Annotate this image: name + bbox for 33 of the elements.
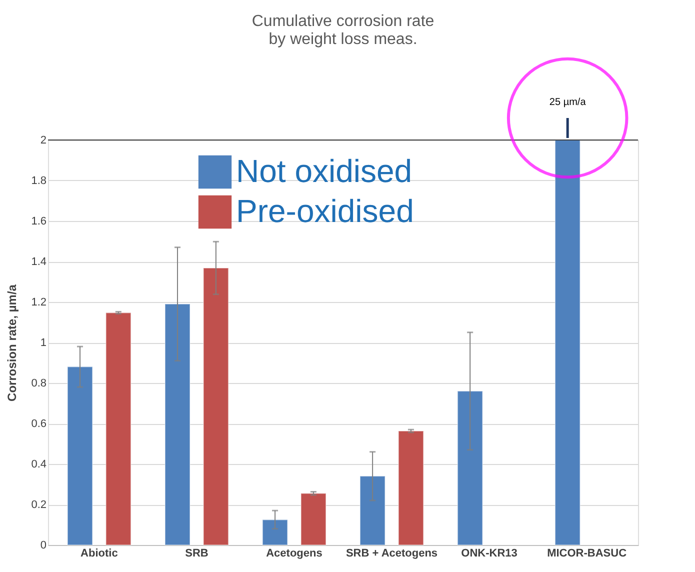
bar bbox=[457, 390, 484, 546]
bar bbox=[105, 312, 132, 546]
y-tick-label: 1.4 bbox=[31, 256, 46, 268]
x-tick-label: Acetogens bbox=[266, 548, 322, 560]
y-tick-label: 0.6 bbox=[31, 418, 46, 430]
y-tick-label: 2 bbox=[40, 134, 46, 146]
x-tick-label: Abiotic bbox=[80, 548, 118, 560]
y-axis-title: Corrosion rate, µm/a bbox=[5, 284, 20, 402]
y-tick-label: 1.8 bbox=[31, 175, 46, 187]
y-tick-label: 0 bbox=[40, 540, 46, 552]
x-tick-label: MICOR-BASUC bbox=[547, 548, 627, 560]
y-tick-label: 1.2 bbox=[31, 296, 46, 308]
bar bbox=[67, 366, 93, 546]
bar bbox=[360, 476, 386, 546]
text: 25 µm/a bbox=[549, 97, 586, 108]
x-tick-label: SRB + Acetogens bbox=[346, 548, 438, 560]
y-tick-label: 0.2 bbox=[31, 499, 46, 511]
y-tick-label: 0.8 bbox=[31, 378, 46, 390]
bar bbox=[262, 519, 288, 546]
legend-label: Pre-oxidised bbox=[236, 193, 414, 229]
y-tick-label: 1 bbox=[40, 337, 46, 349]
bar bbox=[202, 267, 229, 546]
y-tick-label: 0.4 bbox=[31, 458, 46, 470]
x-tick-label: SRB bbox=[185, 548, 208, 560]
text: Cumulative corrosion rate bbox=[252, 12, 434, 30]
y-tick-label: 1.6 bbox=[31, 216, 46, 228]
bar bbox=[554, 140, 581, 546]
bar bbox=[398, 430, 424, 546]
legend-label: Not oxidised bbox=[236, 153, 412, 189]
text: by weight loss meas. bbox=[268, 30, 418, 48]
bar bbox=[164, 304, 190, 546]
x-tick-label: ONK-KR13 bbox=[461, 548, 518, 560]
bar bbox=[300, 492, 326, 546]
